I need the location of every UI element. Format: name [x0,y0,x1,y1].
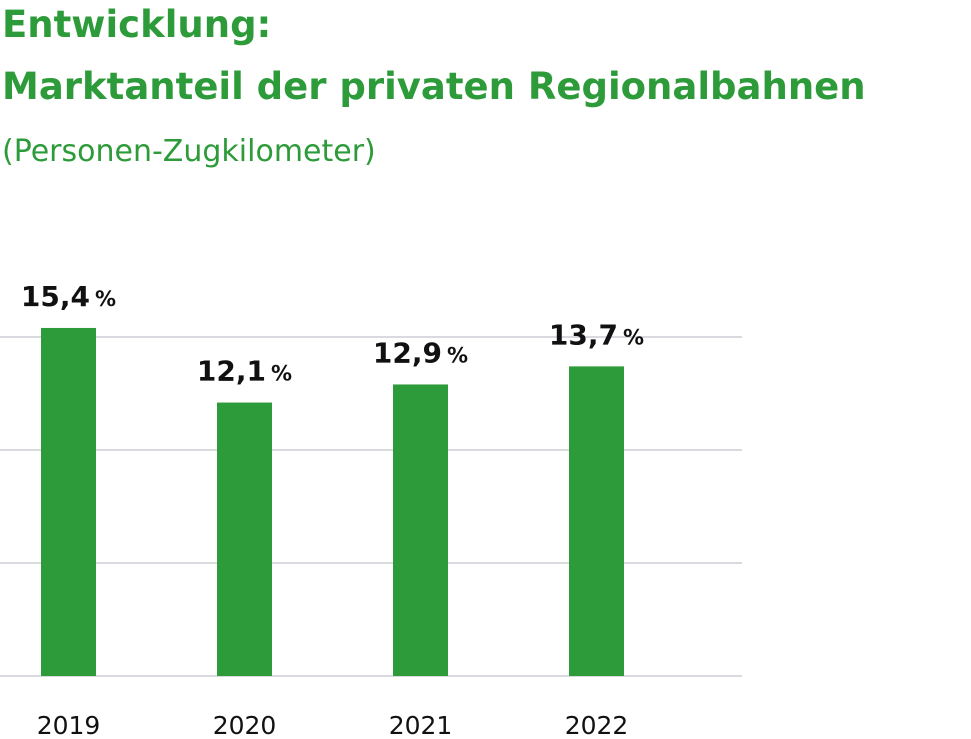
value-label-2022: 13,7% [549,318,644,351]
bar-2021 [393,384,448,676]
chart-title-line1: Entwicklung: [2,3,272,46]
value-label-2019: 15,4% [21,280,116,313]
gridlines [0,336,742,677]
chart-subtitle: (Personen-Zugkilometer) [2,134,376,169]
value-label-2020: 12,1% [197,355,292,388]
value-label-2021: 12,9% [373,336,468,369]
x-tick-2019: 2019 [37,711,101,739]
x-tick-2020: 2020 [213,711,277,739]
x-tick-2022: 2022 [565,711,629,739]
chart-title-line2: Marktanteil der privaten Regionalbahnen [2,65,866,108]
bar-2022 [569,366,624,676]
x-tick-2021: 2021 [389,711,453,739]
value-labels: 15,4 % 12,1 % 12,9 % 13,7% [21,280,644,388]
x-tick-labels: 2019 2020 2021 2022 [37,711,629,739]
bar-2020 [217,402,272,676]
bar-2019 [41,327,96,676]
bars [41,327,624,676]
